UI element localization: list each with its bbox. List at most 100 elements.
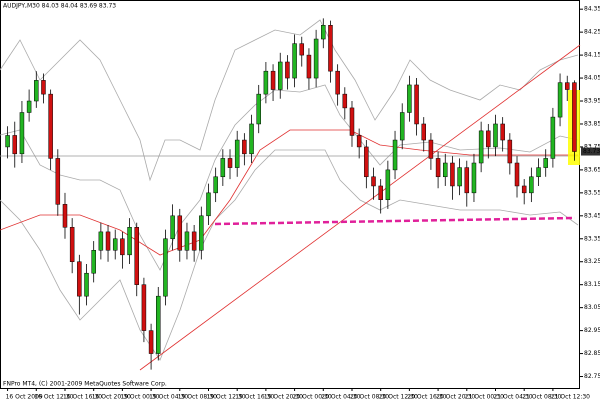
y-tick-label: 83.55 xyxy=(584,189,600,196)
candle-body xyxy=(342,93,348,109)
candle-body xyxy=(41,80,46,95)
x-tick-label: 19 Oct 12:30 xyxy=(206,394,245,401)
candle-body xyxy=(277,61,283,90)
candle-body xyxy=(399,112,405,141)
band-middle xyxy=(0,84,579,271)
candle-body xyxy=(48,93,53,159)
x-tick-label: 19 Oct 16:30 xyxy=(235,394,274,401)
candle-body xyxy=(421,123,426,141)
candle-body xyxy=(55,158,61,205)
candle-body xyxy=(98,231,104,251)
moving-average xyxy=(0,129,578,256)
candle-body xyxy=(105,231,111,251)
x-tick-label: 16 Oct 16:30 xyxy=(63,394,102,401)
candle-body xyxy=(62,204,68,228)
y-tick-label: 83.65 xyxy=(584,166,600,173)
x-tick-label: 19 Oct 00:30 xyxy=(120,394,159,401)
candle-body xyxy=(112,238,118,251)
candle-body xyxy=(134,227,139,285)
y-tick-label: 83.85 xyxy=(584,120,600,127)
plot-frame xyxy=(0,0,580,389)
candle-body xyxy=(335,70,340,95)
x-tick-label: 21 Oct 00:30 xyxy=(465,394,504,401)
candle-body xyxy=(428,139,434,159)
candle-body xyxy=(292,43,297,79)
candle-body xyxy=(328,25,333,72)
y-tick-label: 83.95 xyxy=(584,98,600,105)
candle-body xyxy=(435,158,441,178)
candle-body xyxy=(184,231,190,251)
candle-body xyxy=(371,176,376,187)
x-tick-label: 16 Oct 2009 xyxy=(6,394,43,401)
candle-body xyxy=(414,84,419,125)
candle-body xyxy=(500,123,505,141)
y-tick-label: 83.35 xyxy=(584,235,600,242)
candle-body xyxy=(163,238,168,297)
candle-body xyxy=(206,192,211,217)
candle-body xyxy=(199,215,204,251)
candle-body xyxy=(443,162,448,178)
candle-body xyxy=(507,139,513,164)
candle-body xyxy=(407,84,412,113)
candle-body xyxy=(493,123,498,148)
candle-body xyxy=(306,54,312,79)
candle-body xyxy=(457,167,462,187)
candle-body xyxy=(450,162,455,187)
candle-body xyxy=(127,227,132,256)
x-tick-label: 19 Oct 20:30 xyxy=(264,394,303,401)
candle-body xyxy=(141,284,147,331)
x-tick-label: 21 Oct 12:30 xyxy=(551,394,590,401)
candle-body xyxy=(34,80,39,102)
candle-body xyxy=(514,162,520,187)
candle-body xyxy=(91,249,96,274)
candle-body xyxy=(550,116,556,159)
band-upper xyxy=(0,19,579,182)
candle-body xyxy=(385,169,391,200)
candle-body xyxy=(263,70,269,95)
current-price-label: 83.73 xyxy=(583,148,600,155)
candle-body xyxy=(256,93,261,125)
candle-body xyxy=(285,61,290,79)
candle-body xyxy=(464,167,470,194)
x-tick-label: 19 Oct 04:30 xyxy=(149,394,188,401)
x-tick-label: 20 Oct 12:30 xyxy=(379,394,418,401)
y-tick-label: 83.05 xyxy=(584,304,600,311)
candle-body xyxy=(364,146,369,178)
current-price-box xyxy=(581,147,600,156)
y-tick-label: 83.75 xyxy=(584,143,600,150)
x-tick-label: 20 Oct 08:30 xyxy=(350,394,389,401)
y-tick-label: 82.95 xyxy=(584,327,600,334)
candle-body xyxy=(12,135,18,155)
candle-body xyxy=(148,330,154,354)
candle-body xyxy=(349,107,355,136)
x-tick-label: 20 Oct 20:30 xyxy=(436,394,475,401)
candle-body xyxy=(478,130,484,164)
x-tick-label: 20 Oct 00:30 xyxy=(293,394,332,401)
band-lower xyxy=(0,149,579,361)
candle-body xyxy=(356,135,362,148)
candle-body xyxy=(249,123,254,155)
candle-body xyxy=(321,25,326,40)
candle-body xyxy=(213,176,218,194)
chart-title: AUDJPY,M30 84.03 84.04 83.69 83.73 xyxy=(3,3,116,10)
candle-body xyxy=(392,139,398,171)
y-tick-label: 84.35 xyxy=(584,6,600,13)
x-tick-label: 19 Oct 08:30 xyxy=(178,394,217,401)
trend-line xyxy=(139,44,581,371)
x-tick-label: 21 Oct 08:30 xyxy=(522,394,561,401)
candle-body xyxy=(120,238,125,256)
y-tick-label: 83.15 xyxy=(584,281,600,288)
y-tick-label: 84.15 xyxy=(584,52,600,59)
candle-body xyxy=(299,43,305,56)
support-line xyxy=(214,216,576,226)
y-tick-label: 84.25 xyxy=(584,29,600,36)
candle-body xyxy=(572,82,577,152)
candle-body xyxy=(242,139,247,155)
candle-body xyxy=(486,130,491,148)
candle-body xyxy=(313,38,319,79)
candle-body xyxy=(543,158,548,168)
x-tick-label: 20 Oct 04:30 xyxy=(321,394,360,401)
x-tick-label: 21 Oct 04:30 xyxy=(493,394,532,401)
footer: FNPro MT4, (C) 2001-2009 MetaQuotes Soft… xyxy=(3,381,167,388)
